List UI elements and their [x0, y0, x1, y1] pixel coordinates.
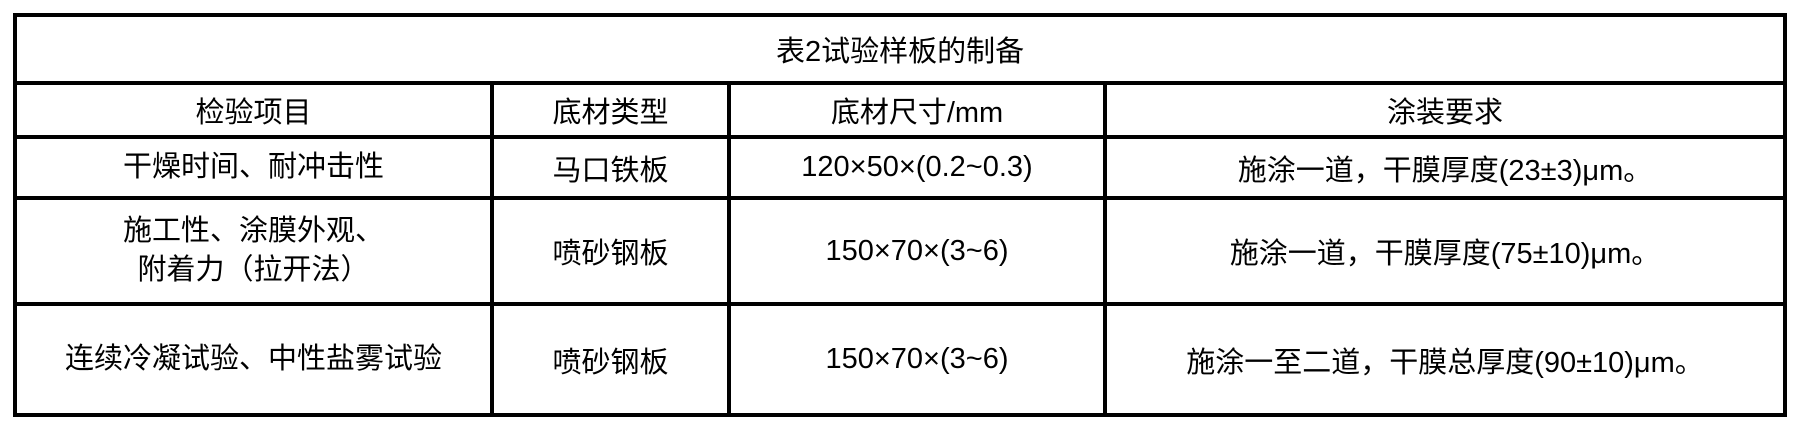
cell-coating-requirement: 施涂一道，干膜厚度(23±3)μm。	[1102, 135, 1788, 200]
table-row: 连续冷凝试验、中性盐雾试验 喷砂钢板 150×70×(3~6) 施涂一至二道，干…	[13, 302, 1788, 417]
cell-substrate-size: 120×50×(0.2~0.3)	[727, 135, 1107, 200]
cell-coating-requirement: 施涂一道，干膜厚度(75±10)μm。	[1102, 196, 1788, 306]
test-panel-preparation-table: 表2试验样板的制备 检验项目 底材类型 底材尺寸/mm 涂装要求 干燥时间、耐冲…	[12, 13, 1788, 417]
cell-inspection-item: 连续冷凝试验、中性盐雾试验	[13, 302, 494, 417]
table-title: 表2试验样板的制备	[12, 13, 1788, 85]
cell-coating-requirement: 施涂一至二道，干膜总厚度(90±10)μm。	[1102, 302, 1788, 417]
cell-substrate-type: 喷砂钢板	[490, 196, 731, 306]
table-title-row: 表2试验样板的制备	[12, 13, 1788, 85]
cell-inspection-item: 干燥时间、耐冲击性	[13, 135, 494, 200]
table-row: 干燥时间、耐冲击性 马口铁板 120×50×(0.2~0.3) 施涂一道，干膜厚…	[13, 135, 1788, 200]
column-header-substrate-type: 底材类型	[490, 81, 731, 139]
column-header-inspection-item: 检验项目	[13, 81, 494, 139]
cell-substrate-type: 马口铁板	[490, 135, 731, 200]
table-row: 施工性、涂膜外观、 附着力（拉开法） 喷砂钢板 150×70×(3~6) 施涂一…	[13, 196, 1788, 306]
cell-substrate-size: 150×70×(3~6)	[727, 302, 1107, 417]
column-header-coating-requirement: 涂装要求	[1102, 81, 1788, 139]
column-header-substrate-size: 底材尺寸/mm	[727, 81, 1107, 139]
cell-substrate-size: 150×70×(3~6)	[727, 196, 1107, 306]
cell-inspection-item: 施工性、涂膜外观、 附着力（拉开法）	[13, 196, 494, 306]
cell-substrate-type: 喷砂钢板	[490, 302, 731, 417]
table-header-row: 检验项目 底材类型 底材尺寸/mm 涂装要求	[13, 81, 1788, 139]
